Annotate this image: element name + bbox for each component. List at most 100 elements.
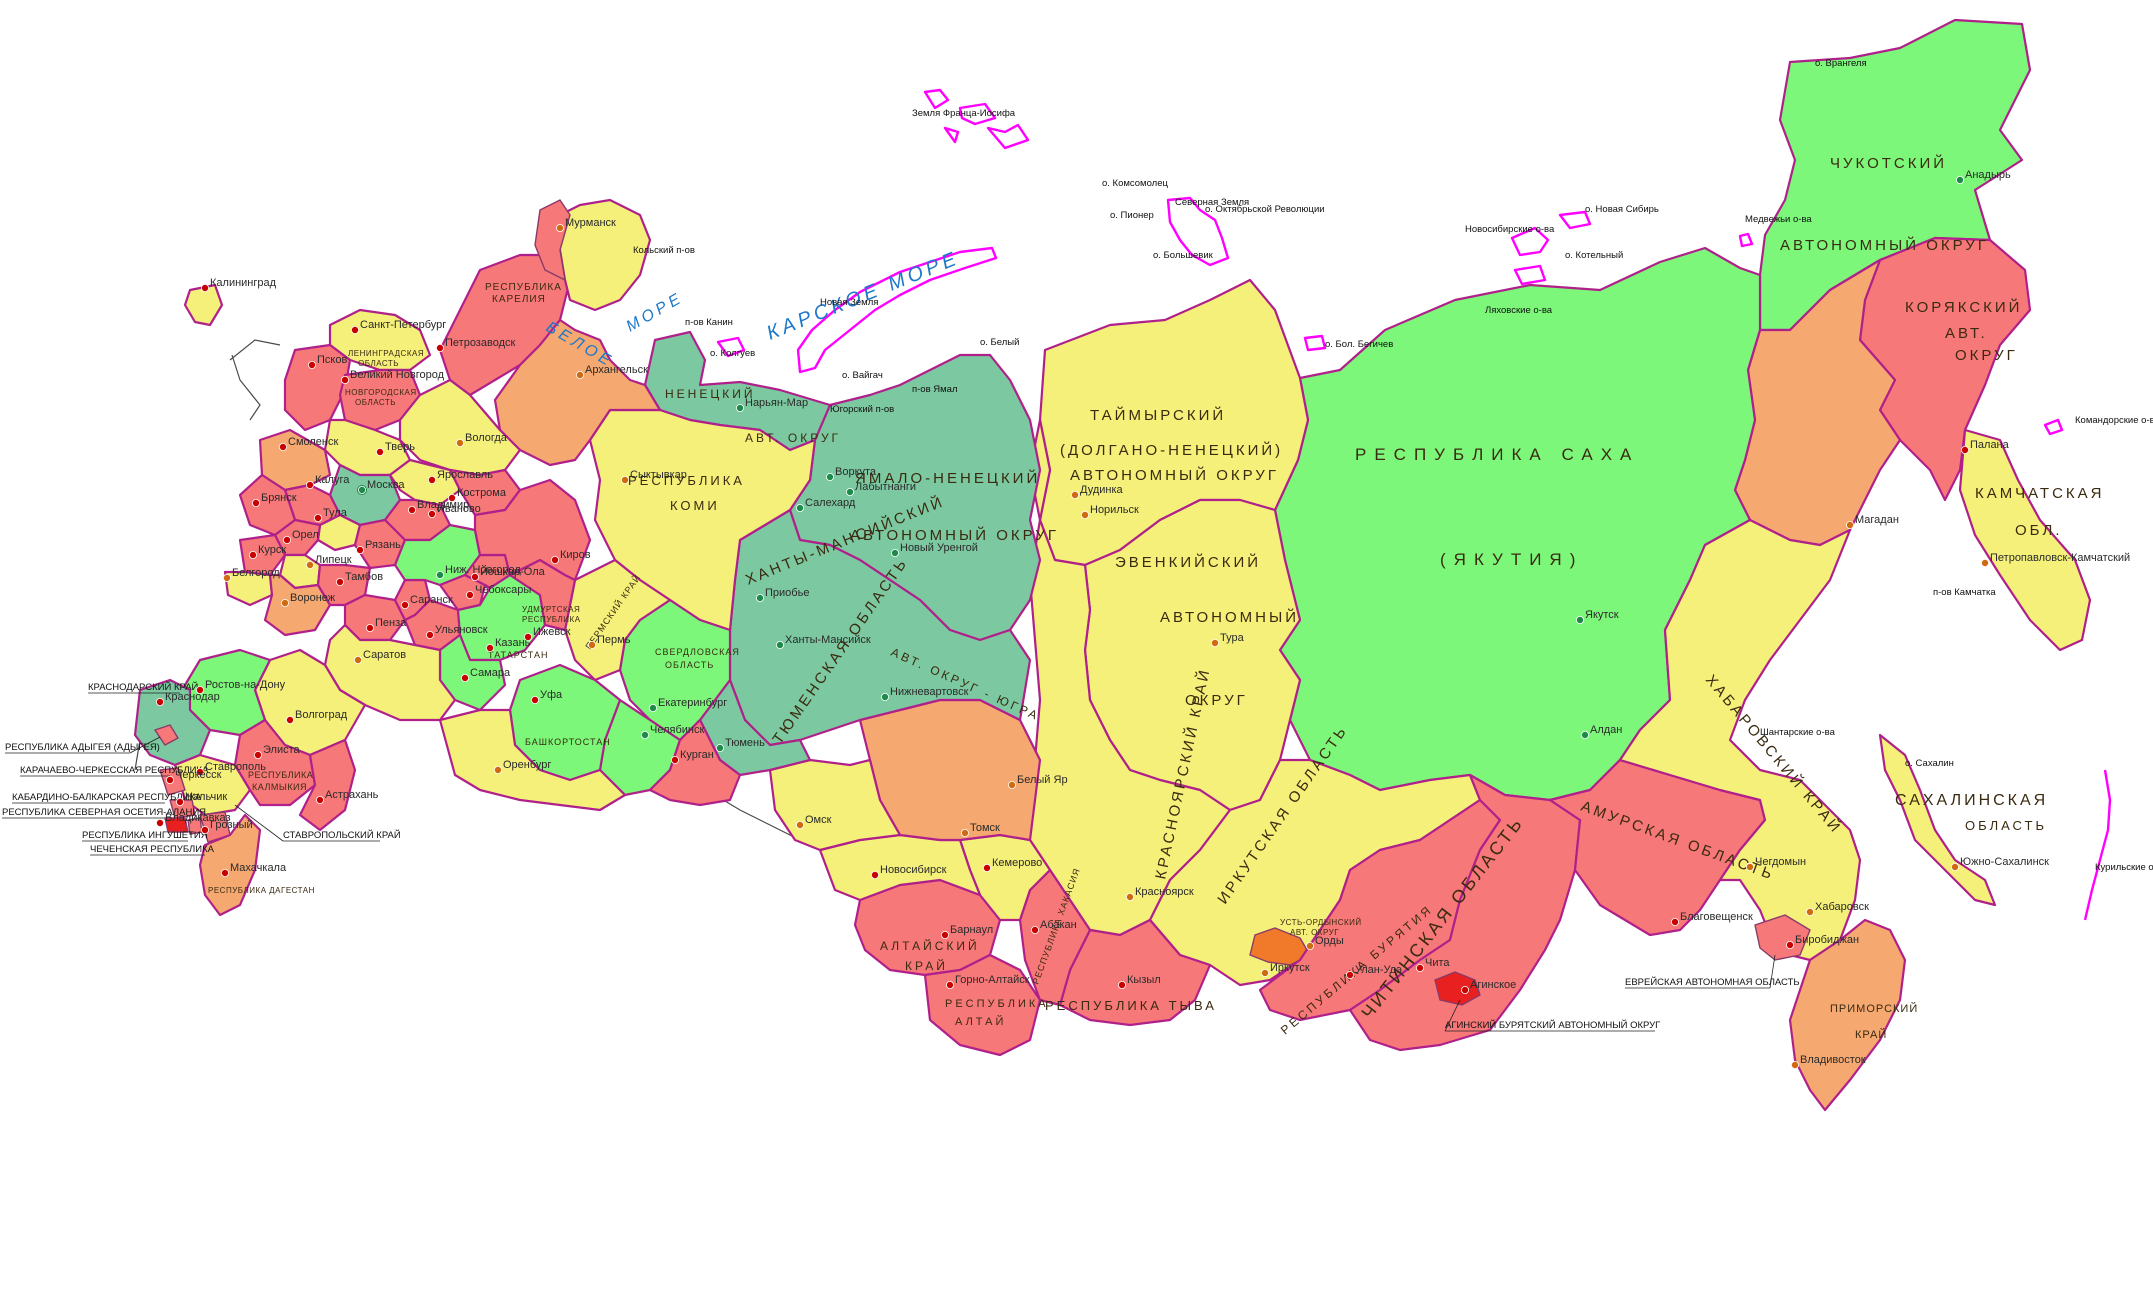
city-label[interactable]: Красноярск — [1135, 886, 1194, 898]
city-label[interactable]: Волгоград — [295, 709, 348, 721]
city-label[interactable]: Орел — [292, 529, 319, 541]
city-marker[interactable] — [175, 798, 184, 807]
city-marker[interactable] — [524, 633, 533, 642]
city-marker[interactable] — [165, 776, 174, 785]
city-label[interactable]: Владимир — [417, 499, 469, 511]
city-label[interactable]: Уфа — [540, 689, 563, 701]
city-label[interactable]: Сыктывкар — [630, 469, 687, 481]
city-marker[interactable] — [776, 641, 785, 650]
city-marker[interactable] — [576, 370, 585, 379]
city-marker[interactable] — [588, 641, 597, 650]
city-label[interactable]: Приобье — [765, 587, 809, 599]
city-marker[interactable] — [435, 343, 444, 352]
city-label[interactable]: Йошкар-Ола — [480, 565, 546, 578]
city-marker[interactable] — [248, 551, 257, 560]
city-label[interactable]: Астрахань — [325, 789, 379, 801]
city-label[interactable]: Тула — [323, 507, 348, 519]
city-label[interactable]: Воркута — [835, 466, 877, 478]
city-label[interactable]: Владивосток — [1800, 1054, 1866, 1066]
region-kursk[interactable] — [238, 533, 287, 577]
city-marker[interactable] — [871, 871, 880, 880]
city-marker[interactable] — [155, 698, 164, 707]
city-label[interactable]: Брянск — [261, 492, 297, 504]
city-marker[interactable] — [155, 819, 164, 828]
city-marker[interactable] — [200, 283, 209, 292]
city-label[interactable]: Агинское — [1470, 979, 1516, 991]
city-marker[interactable] — [961, 829, 970, 838]
city-label[interactable]: Грозный — [210, 819, 253, 831]
city-marker[interactable] — [796, 821, 805, 830]
city-label[interactable]: Ярославль — [437, 469, 493, 481]
city-label[interactable]: Новый Уренгой — [900, 542, 978, 554]
city-marker[interactable] — [357, 485, 366, 494]
region-krasnodar[interactable] — [133, 678, 212, 767]
city-marker[interactable] — [1008, 781, 1017, 790]
region-chuvashia[interactable] — [438, 573, 487, 612]
city-label[interactable]: Челябинск — [650, 724, 704, 736]
city-marker[interactable] — [796, 503, 805, 512]
city-marker[interactable] — [1746, 863, 1755, 872]
city-label[interactable]: Калуга — [315, 474, 350, 486]
city-label[interactable]: Алдан — [1590, 724, 1622, 736]
city-marker[interactable] — [1671, 918, 1680, 927]
city-marker[interactable] — [1261, 969, 1270, 978]
city-label[interactable]: Мурманск — [565, 217, 616, 229]
region-arkhangelsk[interactable] — [493, 318, 662, 467]
city-label[interactable]: Тамбов — [345, 571, 383, 583]
city-label[interactable]: Ижевск — [533, 626, 571, 638]
city-label[interactable]: Пермь — [597, 634, 631, 646]
city-marker[interactable] — [1071, 490, 1080, 499]
city-label[interactable]: Киров — [560, 549, 591, 561]
city-label[interactable]: Орды — [1315, 935, 1344, 947]
city-marker[interactable] — [365, 624, 374, 633]
city-label[interactable]: Ульяновск — [435, 624, 488, 636]
region-sakhalin[interactable] — [1878, 733, 1997, 907]
region-altai-rep[interactable] — [923, 953, 1042, 1057]
city-marker[interactable] — [455, 438, 464, 447]
city-label[interactable]: Москва — [367, 479, 405, 491]
region-jewish-ao[interactable] — [1754, 914, 1811, 961]
region-primorsky[interactable] — [1788, 918, 1907, 1112]
city-marker[interactable] — [531, 696, 540, 705]
city-marker[interactable] — [649, 704, 658, 713]
city-marker[interactable] — [253, 751, 262, 760]
city-marker[interactable] — [353, 656, 362, 665]
city-marker[interactable] — [195, 686, 204, 695]
city-label[interactable]: Чита — [1425, 957, 1450, 969]
city-marker[interactable] — [340, 375, 349, 384]
region-murmansk-west[interactable] — [534, 199, 571, 281]
city-label[interactable]: Белгород — [232, 567, 280, 579]
region-kaliningrad[interactable] — [183, 283, 224, 327]
city-label[interactable]: Чегдомын — [1755, 856, 1806, 868]
city-label[interactable]: Биробиджан — [1795, 934, 1859, 946]
region-aginsky[interactable] — [1434, 971, 1481, 1006]
city-marker[interactable] — [716, 744, 725, 753]
region-khakassia[interactable] — [1018, 868, 1092, 1007]
city-label[interactable]: Томск — [970, 822, 1000, 834]
city-marker[interactable] — [251, 498, 260, 507]
city-marker[interactable] — [1791, 1061, 1800, 1070]
city-marker[interactable] — [1461, 986, 1470, 995]
city-label[interactable]: Якутск — [1585, 609, 1619, 621]
city-marker[interactable] — [435, 571, 444, 580]
city-label[interactable]: Краснодар — [165, 691, 220, 703]
city-label[interactable]: Владикавказ — [165, 812, 231, 824]
region-perm[interactable] — [563, 558, 672, 682]
city-marker[interactable] — [1806, 908, 1815, 917]
city-label[interactable]: Кызыл — [1127, 974, 1161, 986]
city-marker[interactable] — [641, 731, 650, 740]
city-marker[interactable] — [946, 981, 955, 990]
city-marker[interactable] — [307, 360, 316, 369]
city-marker[interactable] — [1786, 941, 1795, 950]
city-label[interactable]: Санкт-Петербург — [360, 319, 446, 331]
city-marker[interactable] — [1846, 521, 1855, 530]
city-marker[interactable] — [285, 716, 294, 725]
city-label[interactable]: Иваново — [437, 503, 481, 515]
region-adygea[interactable] — [154, 724, 179, 746]
city-marker[interactable] — [313, 514, 322, 523]
city-marker[interactable] — [447, 493, 456, 502]
region-kamchatka[interactable] — [1958, 428, 2092, 652]
city-marker[interactable] — [556, 223, 565, 232]
region-ossetia[interactable] — [164, 817, 189, 833]
city-marker[interactable] — [1961, 445, 1970, 454]
